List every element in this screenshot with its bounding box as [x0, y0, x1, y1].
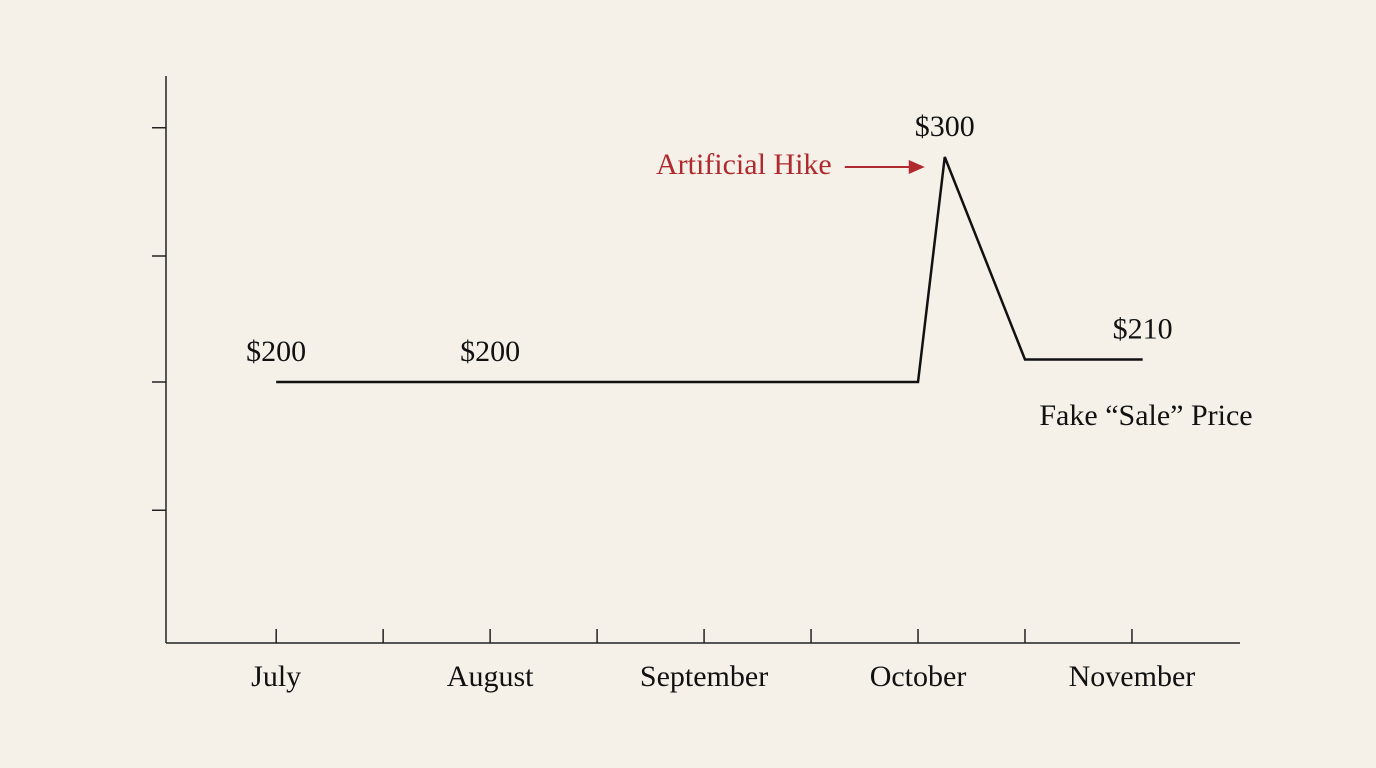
- value-label: $200: [246, 335, 306, 368]
- value-label: $300: [915, 110, 975, 143]
- value-label: $200: [460, 335, 520, 368]
- x-tick-label: September: [640, 660, 768, 693]
- x-tick-label: July: [251, 660, 301, 693]
- annotation: Fake “Sale” Price: [1039, 399, 1252, 432]
- x-tick-label: October: [870, 660, 967, 693]
- x-tick-label: November: [1069, 660, 1196, 693]
- annotation-arrowhead: [908, 160, 925, 174]
- annotation: Artificial Hike: [656, 148, 832, 181]
- x-tick-label: August: [447, 660, 534, 693]
- value-label: $210: [1113, 312, 1173, 345]
- price-line: [276, 156, 1143, 384]
